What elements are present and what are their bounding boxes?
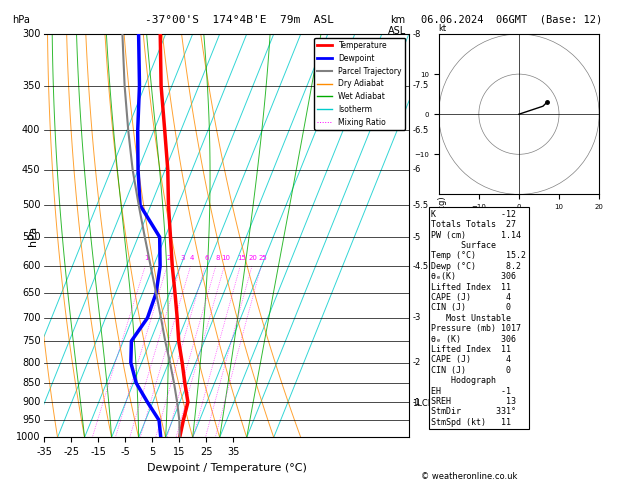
Text: 500: 500 bbox=[22, 200, 40, 210]
Text: -8: -8 bbox=[413, 30, 421, 38]
Text: 700: 700 bbox=[22, 313, 40, 323]
Text: -4.5: -4.5 bbox=[413, 262, 428, 271]
Text: 2: 2 bbox=[167, 255, 171, 260]
Text: 900: 900 bbox=[22, 397, 40, 407]
Text: kt: kt bbox=[439, 24, 447, 33]
Text: 400: 400 bbox=[22, 125, 40, 136]
Text: 3: 3 bbox=[180, 255, 184, 260]
Text: 1000: 1000 bbox=[16, 433, 40, 442]
Text: 6: 6 bbox=[204, 255, 209, 260]
Text: © weatheronline.co.uk: © weatheronline.co.uk bbox=[421, 472, 518, 481]
Text: 25: 25 bbox=[259, 255, 267, 260]
Text: 550: 550 bbox=[22, 232, 40, 242]
Text: -1: -1 bbox=[413, 398, 421, 407]
Text: 850: 850 bbox=[22, 378, 40, 388]
Text: 750: 750 bbox=[22, 336, 40, 346]
Text: -7.5: -7.5 bbox=[413, 81, 429, 90]
Text: 350: 350 bbox=[22, 81, 40, 91]
Text: 1: 1 bbox=[145, 255, 149, 260]
X-axis label: Dewpoint / Temperature (°C): Dewpoint / Temperature (°C) bbox=[147, 463, 306, 473]
Text: 600: 600 bbox=[22, 261, 40, 271]
Text: 8: 8 bbox=[215, 255, 220, 260]
Text: 450: 450 bbox=[22, 165, 40, 175]
Text: -5: -5 bbox=[413, 233, 421, 242]
Text: 4: 4 bbox=[190, 255, 194, 260]
Text: 20: 20 bbox=[249, 255, 258, 260]
Text: -37°00'S  174°4B'E  79m  ASL: -37°00'S 174°4B'E 79m ASL bbox=[145, 15, 333, 25]
Text: 950: 950 bbox=[22, 415, 40, 425]
Text: hPa: hPa bbox=[13, 15, 30, 25]
Text: Mixing Ratio (g/kg): Mixing Ratio (g/kg) bbox=[438, 196, 447, 276]
Text: K             -12
Totals Totals  27
PW (cm)       1.14
      Surface
Temp (°C)  : K -12 Totals Totals 27 PW (cm) 1.14 Surf… bbox=[431, 210, 526, 427]
Text: -6.5: -6.5 bbox=[413, 126, 429, 135]
Text: -3: -3 bbox=[413, 313, 421, 322]
Text: -5.5: -5.5 bbox=[413, 201, 428, 209]
Legend: Temperature, Dewpoint, Parcel Trajectory, Dry Adiabat, Wet Adiabat, Isotherm, Mi: Temperature, Dewpoint, Parcel Trajectory… bbox=[314, 38, 405, 130]
Text: 06.06.2024  06GMT  (Base: 12): 06.06.2024 06GMT (Base: 12) bbox=[421, 15, 603, 25]
Text: 15: 15 bbox=[237, 255, 246, 260]
Text: km
ASL: km ASL bbox=[387, 15, 406, 36]
Text: 300: 300 bbox=[22, 29, 40, 39]
Text: 650: 650 bbox=[22, 288, 40, 298]
Y-axis label: hPa: hPa bbox=[28, 226, 38, 246]
Text: -2: -2 bbox=[413, 358, 421, 367]
Text: 800: 800 bbox=[22, 358, 40, 367]
Text: 10: 10 bbox=[221, 255, 230, 260]
Text: 1LCL: 1LCL bbox=[413, 399, 433, 408]
Text: -6: -6 bbox=[413, 165, 421, 174]
